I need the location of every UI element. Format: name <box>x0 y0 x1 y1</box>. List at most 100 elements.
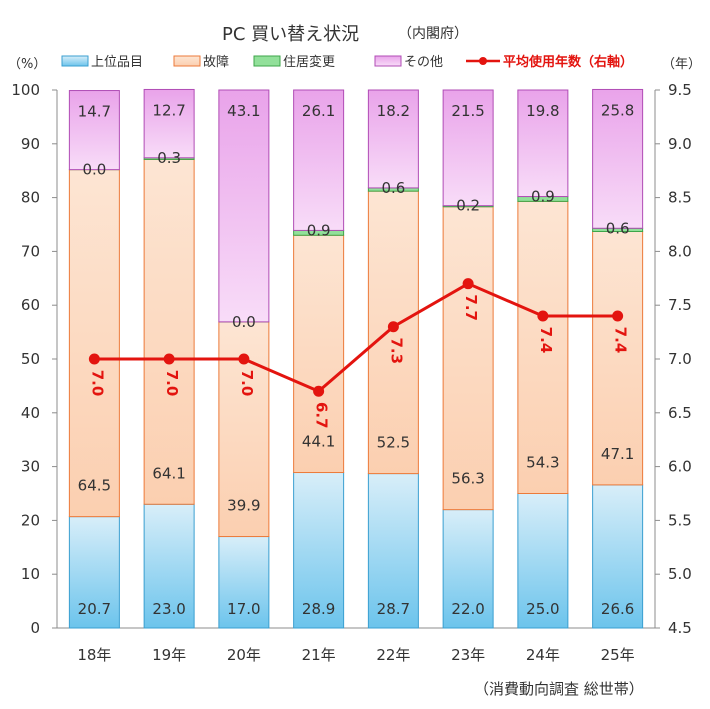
x-tick-label: 22年 <box>376 646 410 664</box>
x-tick-label: 21年 <box>302 646 336 664</box>
bar-segment-failure <box>442 206 494 511</box>
legend-swatch-upgrade <box>61 55 89 67</box>
data-label-moving: 0.0 <box>82 161 106 179</box>
bar-segment-failure <box>517 200 569 494</box>
data-label-other: 18.2 <box>377 102 410 120</box>
left-tick-label: 50 <box>21 350 40 368</box>
data-label-failure: 54.3 <box>526 454 559 472</box>
left-tick-label: 30 <box>21 458 40 476</box>
data-label-other: 26.1 <box>302 102 335 120</box>
right-tick-label: 6.0 <box>668 458 692 476</box>
bar-segment-upgrade <box>367 473 419 629</box>
legend-swatch-failure <box>173 55 201 67</box>
right-tick-label: 7.5 <box>668 296 692 314</box>
data-label-upgrade: 28.9 <box>302 600 335 618</box>
data-label-upgrade: 22.0 <box>451 600 484 618</box>
x-tick-label: 25年 <box>601 646 635 664</box>
data-label-failure: 39.9 <box>227 497 260 515</box>
bar-segment-other <box>367 89 419 189</box>
bar-segment-other <box>442 89 494 207</box>
x-tick-label: 18年 <box>77 646 111 664</box>
data-label-moving: 0.6 <box>381 179 405 197</box>
x-axis-ticks: 18年 19年 20年 21年 22年 23年 24年 25年 <box>77 646 634 664</box>
right-axis-unit: （年） <box>662 57 701 72</box>
bar-segment-other <box>293 89 345 231</box>
left-axis-unit: （%） <box>8 57 46 72</box>
data-label-other: 19.8 <box>526 102 559 120</box>
chart-subtitle: （内閣府） <box>398 26 468 42</box>
data-label-other: 12.7 <box>152 101 185 119</box>
bar-segment-failure <box>367 190 419 475</box>
bar-segment-upgrade <box>143 503 195 629</box>
right-tick-label: 5.5 <box>668 511 692 529</box>
left-tick-label: 0 <box>30 619 40 637</box>
data-label-failure: 64.5 <box>78 477 111 495</box>
data-label-upgrade: 23.0 <box>152 600 185 618</box>
data-label-other: 14.7 <box>78 103 111 121</box>
bar-segment-other <box>68 90 120 171</box>
left-tick-label: 80 <box>21 189 40 207</box>
avg-years-line: 7.0 7.0 7.0 6.7 7.3 7.7 7.4 7.4 <box>88 278 630 429</box>
right-tick-label: 8.0 <box>668 242 692 260</box>
data-label-failure: 56.3 <box>451 470 484 488</box>
data-label-failure: 64.1 <box>152 464 185 482</box>
data-label-failure: 47.1 <box>601 445 634 463</box>
left-tick-label: 20 <box>21 511 40 529</box>
left-tick-label: 60 <box>21 296 40 314</box>
right-tick-label: 9.0 <box>668 135 692 153</box>
avg-years-point <box>238 353 250 365</box>
bar-segment-failure <box>143 158 195 505</box>
data-label-moving: 0.3 <box>157 149 181 167</box>
data-label-other: 43.1 <box>227 102 260 120</box>
left-tick-label: 40 <box>21 404 40 422</box>
bar-segment-other <box>592 88 644 229</box>
data-label-upgrade: 20.7 <box>78 600 111 618</box>
right-tick-label: 6.5 <box>668 404 692 422</box>
avg-years-label: 7.4 <box>612 327 630 354</box>
data-label-other: 21.5 <box>451 102 484 120</box>
avg-years-label: 7.4 <box>537 327 555 354</box>
bar-segment-upgrade <box>592 484 644 629</box>
avg-years-point <box>462 278 474 290</box>
left-tick-label: 100 <box>11 81 40 99</box>
avg-years-point <box>537 310 549 322</box>
data-label-moving: 0.0 <box>232 313 256 331</box>
avg-years-polyline <box>94 282 618 394</box>
avg-years-point <box>88 353 100 365</box>
x-tick-label: 19年 <box>152 646 186 664</box>
x-tick-label: 24年 <box>526 646 560 664</box>
right-tick-label: 9.5 <box>668 81 692 99</box>
data-label-upgrade: 28.7 <box>377 600 410 618</box>
data-label-moving: 0.6 <box>606 219 630 237</box>
avg-years-point <box>387 321 399 333</box>
avg-years-point <box>612 310 624 322</box>
x-tick-label: 23年 <box>451 646 485 664</box>
avg-years-point <box>313 385 325 397</box>
legend: 上位品目 故障 住居変更 その他 平均使用年数（右軸） <box>61 54 633 70</box>
left-tick-label: 70 <box>21 242 40 260</box>
avg-years-label: 7.7 <box>462 294 480 321</box>
avg-years-label: 6.7 <box>313 402 331 429</box>
bar-segment-upgrade <box>218 536 270 629</box>
legend-label-moving: 住居変更 <box>283 54 335 70</box>
bar-segment-upgrade <box>442 509 494 629</box>
legend-label-failure: 故障 <box>203 55 229 70</box>
x-tick-label: 20年 <box>227 646 261 664</box>
right-axis-ticks: 4.5 5.0 5.5 6.0 6.5 7.0 7.5 8.0 8.5 9.0 9.5 <box>655 81 692 637</box>
segment-labels: 20.7 64.5 0.0 14.7 23.0 64.1 0.3 12.7 17.0 39.9 0.… <box>78 101 635 618</box>
bar-segment-upgrade <box>68 516 120 629</box>
avg-years-label: 7.0 <box>88 370 106 397</box>
data-label-moving: 0.9 <box>531 188 555 206</box>
avg-years-point <box>163 353 175 365</box>
data-label-failure: 52.5 <box>377 434 410 452</box>
legend-swatch-other <box>374 55 402 67</box>
legend-label-other: その他 <box>404 55 443 70</box>
avg-years-label: 7.3 <box>387 337 405 364</box>
right-tick-label: 5.0 <box>668 565 692 583</box>
data-label-upgrade: 17.0 <box>227 600 260 618</box>
left-tick-label: 10 <box>21 565 40 583</box>
data-label-upgrade: 26.6 <box>601 600 634 618</box>
data-label-other: 25.8 <box>601 101 634 119</box>
data-label-moving: 0.9 <box>307 221 331 239</box>
left-tick-label: 90 <box>21 135 40 153</box>
